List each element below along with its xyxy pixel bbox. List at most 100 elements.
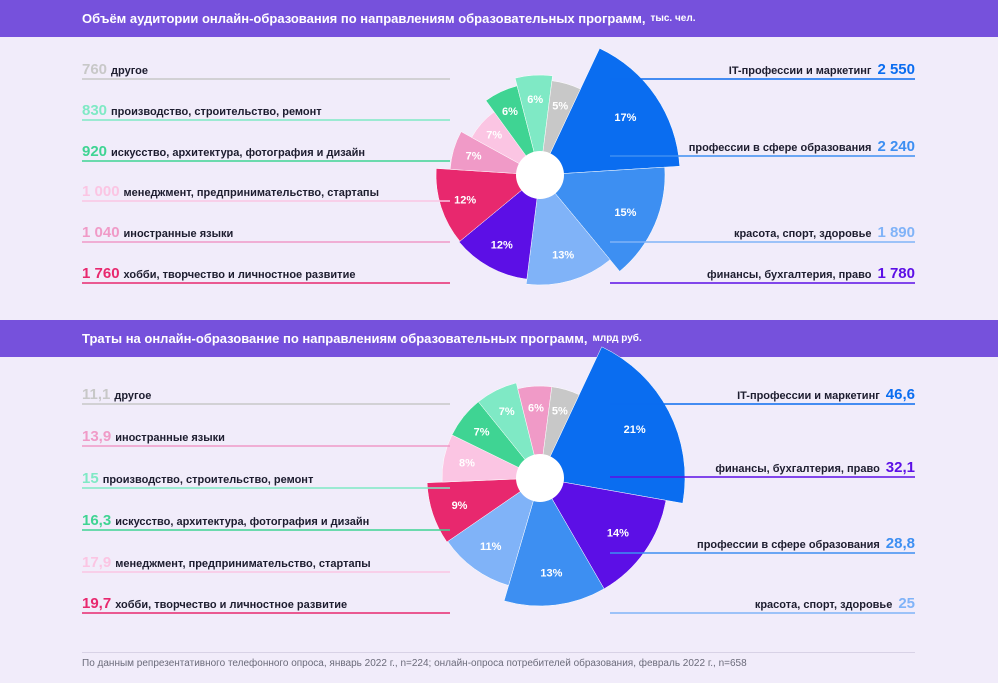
chart2-label-0-text: IT-профессии и маркетинг — [737, 390, 880, 402]
chart2-unit: млрд руб. — [592, 333, 642, 344]
chart1-label-4: 1 760 хобби, творчество и личностное разв… — [82, 265, 355, 282]
chart2-center-hole — [516, 454, 564, 502]
chart2-label-8-text: иностранные языки — [115, 432, 225, 444]
chart1-label-4-value: 1 760 — [82, 265, 120, 282]
chart2-label-2: профессии в сфере образования 28,8 — [697, 535, 915, 552]
chart2-label-5: 17,9 менеджмент, предпринимательство, ста… — [82, 554, 371, 571]
chart1-slice-1-percent: 15% — [614, 207, 636, 219]
chart2-label-9-value: 11,1 — [82, 386, 111, 403]
chart1-label-9-value: 760 — [82, 61, 108, 78]
chart1-label-2-text: красота, спорт, здоровье — [733, 228, 872, 240]
chart1-label-7-text: искусство, архитектура, фотография и диз… — [111, 147, 366, 159]
chart2-label-3: красота, спорт, здоровье 25 — [755, 595, 915, 612]
chart1-label-0: IT-профессии и маркетинг 2 550 — [729, 61, 915, 78]
chart2-label-5-value: 17,9 — [82, 554, 112, 571]
chart1-slice-1 — [539, 166, 666, 272]
chart1-slice-0-percent: 17% — [614, 112, 636, 124]
chart2-label-9-text: другое — [114, 390, 152, 402]
chart1-label-3-value: 1 780 — [877, 265, 915, 282]
chart1-slice-5 — [449, 131, 541, 176]
chart2-label-2-value: 28,8 — [885, 535, 915, 552]
chart2-label-2-text: профессии в сфере образования — [697, 539, 880, 551]
chart2-label-7-value: 15 — [82, 470, 99, 487]
chart1-label-5-text: иностранные языки — [123, 228, 234, 240]
chart1-label-0-text: IT-профессии и маркетинг — [728, 65, 872, 77]
chart1-slice-9-percent: 5% — [552, 100, 568, 112]
chart2-label-1-value: 32,1 — [885, 459, 915, 476]
chart1-label-7-value: 920 — [82, 143, 108, 160]
footnote-divider — [82, 652, 915, 653]
chart2-slice-1 — [539, 477, 667, 590]
chart1-label-8-text: производство, строительство, ремонт — [111, 106, 322, 118]
chart1-unit: тыс. чел. — [650, 13, 696, 24]
chart2-slice-0-percent: 21% — [624, 424, 646, 436]
chart2-title: Траты на онлайн-образование по направлен… — [82, 331, 584, 346]
chart2-slice-4 — [426, 477, 541, 543]
chart2-label-3-value: 25 — [898, 595, 915, 612]
chart1-slice-2-percent: 13% — [552, 250, 574, 262]
chart2-label-6-value: 16,3 — [82, 512, 112, 529]
chart2-slice-2 — [503, 477, 605, 607]
chart1-title-band: Объём аудитории онлайн-образования по на… — [0, 0, 998, 37]
chart1-label-8: 830 производство, строительство, ремонт — [82, 102, 322, 119]
chart1-label-9-text: другое — [111, 65, 148, 77]
chart2-label-6: 16,3 искусство, архитектура, фотография и… — [82, 512, 369, 529]
chart1-label-5-value: 1 040 — [82, 224, 120, 241]
chart1-label-1-value: 2 240 — [877, 138, 915, 155]
chart1-slice-3-percent: 12% — [491, 240, 513, 252]
chart2-label-6-text: искусство, архитектура, фотография и диз… — [115, 516, 370, 528]
chart2-slice-9-percent: 5% — [552, 405, 568, 417]
chart1-center-hole — [516, 151, 564, 199]
chart2-label-7-text: производство, строительство, ремонт — [102, 474, 314, 486]
chart2-label-4-value: 19,7 — [82, 595, 112, 612]
chart1-slice-9 — [539, 80, 581, 176]
chart1-label-6: 1 000 менеджмент, предпринимательство, ст… — [82, 183, 379, 200]
chart2-label-4-text: хобби, творчество и личностное развитие — [115, 599, 348, 611]
chart1-slice-7-percent: 6% — [502, 106, 518, 118]
chart1-label-3: финансы, бухгалтерия, право 1 780 — [707, 265, 915, 282]
chart1-label-1-text: профессии в сфере образования — [688, 142, 872, 154]
chart2-label-8: 13,9 иностранные языки — [82, 428, 225, 445]
chart1-label-0-value: 2 550 — [877, 61, 915, 78]
chart1-label-1: профессии в сфере образования 2 240 — [689, 138, 915, 155]
footnote: По данным репрезентативного телефонного … — [82, 658, 747, 669]
chart1-label-2: красота, спорт, здоровье 1 890 — [734, 224, 915, 241]
chart1-label-3-text: финансы, бухгалтерия, право — [706, 269, 872, 281]
chart1-label-5: 1 040 иностранные языки — [82, 224, 233, 241]
chart2-slice-3 — [447, 477, 541, 586]
chart2-slice-5-percent: 8% — [459, 458, 475, 470]
chart1-slice-8 — [514, 74, 553, 176]
chart2-slice-6-percent: 7% — [474, 426, 490, 438]
chart2-label-8-value: 13,9 — [82, 428, 112, 445]
chart2-label-5-text: менеджмент, предпринимательство, стартап… — [115, 558, 371, 570]
chart2-label-9: 11,1 другое — [82, 386, 151, 403]
chart2-label-0-value: 46,6 — [885, 386, 915, 403]
chart1-slice-2 — [525, 174, 611, 286]
chart2-label-1-text: финансы, бухгалтерия, право — [715, 463, 880, 475]
chart2-slice-4-percent: 9% — [452, 500, 468, 512]
chart1-label-8-value: 830 — [82, 102, 108, 119]
chart1-slice-6-percent: 7% — [486, 130, 502, 142]
chart2-slice-1-percent: 14% — [607, 528, 629, 540]
chart1-label-6-text: менеджмент, предпринимательство, стартап… — [123, 187, 379, 199]
chart1-label-2-value: 1 890 — [877, 224, 915, 241]
chart1-label-9: 760 другое — [82, 61, 148, 78]
chart2-slice-7-percent: 7% — [499, 406, 515, 418]
chart1-label-6-value: 1 000 — [82, 183, 120, 200]
chart1-slice-8-percent: 6% — [527, 94, 543, 106]
chart1-slice-5-percent: 7% — [466, 151, 482, 163]
chart1-slice-4-percent: 12% — [454, 194, 476, 206]
chart2-label-0: IT-профессии и маркетинг 46,6 — [737, 386, 915, 403]
chart2-title-band: Траты на онлайн-образование по направлен… — [0, 320, 998, 357]
chart1-label-4-text: хобби, творчество и личностное развитие — [123, 269, 356, 281]
chart1-slice-0 — [539, 47, 680, 176]
chart1-title: Объём аудитории онлайн-образования по на… — [82, 11, 642, 26]
chart2-slice-9 — [539, 386, 580, 479]
chart2-slice-2-percent: 13% — [540, 567, 562, 579]
chart2-label-1: финансы, бухгалтерия, право 32,1 — [715, 459, 915, 476]
chart1-slice-3 — [458, 174, 541, 280]
chart2-slice-7 — [478, 382, 541, 479]
chart1-slice-4 — [435, 168, 541, 242]
chart2-slice-8-percent: 6% — [528, 403, 544, 415]
